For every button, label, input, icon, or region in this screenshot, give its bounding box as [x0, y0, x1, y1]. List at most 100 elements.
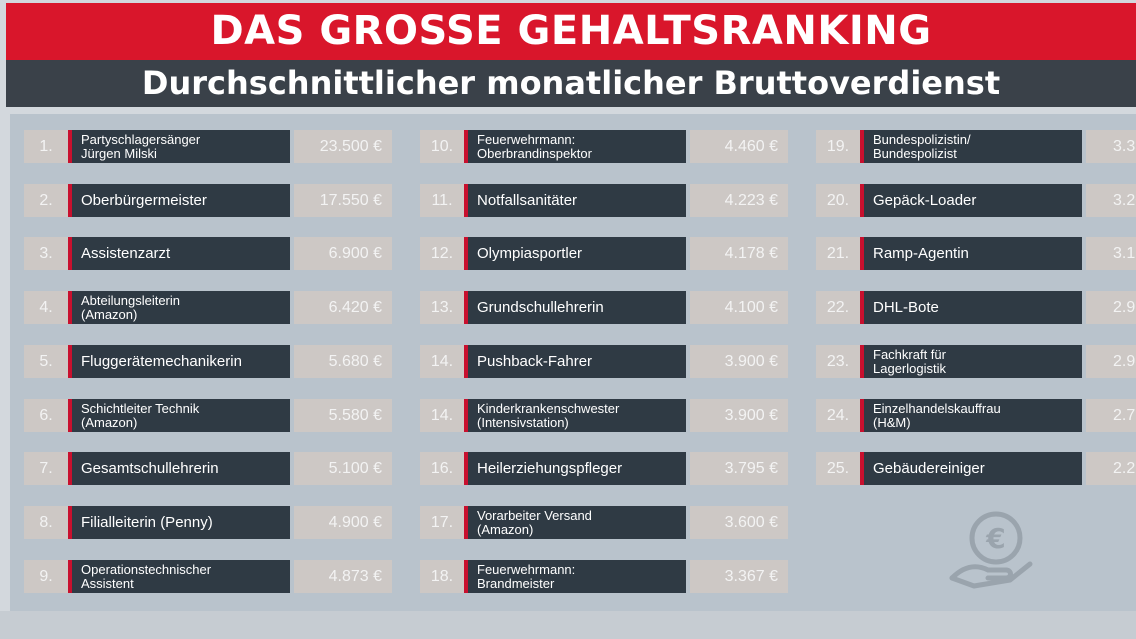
salary-value: 3.367 € [690, 560, 788, 593]
rank-number: 7. [24, 452, 68, 485]
ranking-row: 21. Ramp-Agentin 3.1 [816, 237, 1136, 270]
job-title: Feuerwehrmann: Brandmeister [464, 560, 686, 593]
page-subtitle: Durchschnittlicher monatlicher Bruttover… [6, 60, 1136, 107]
salary-value: 6.420 € [294, 291, 392, 324]
salary-value: 3.900 € [690, 399, 788, 432]
job-title: Grundschullehrerin [464, 291, 686, 324]
rank-number: 19. [816, 130, 860, 163]
rank-number: 18. [420, 560, 464, 593]
rank-number: 14. [420, 345, 464, 378]
rank-number: 17. [420, 506, 464, 539]
ranking-row: 14. Kinderkrankenschwester (Intensivstati… [420, 399, 788, 432]
ranking-row: 12. Olympiasportler 4.178 € [420, 237, 788, 270]
salary-value: 5.580 € [294, 399, 392, 432]
rank-number: 11. [420, 184, 464, 217]
job-title: Pushback-Fahrer [464, 345, 686, 378]
rank-number: 10. [420, 130, 464, 163]
rank-number: 9. [24, 560, 68, 593]
ranking-row: 3. Assistenzarzt 6.900 € [24, 237, 392, 270]
salary-value: 6.900 € [294, 237, 392, 270]
salary-value: 23.500 € [294, 130, 392, 163]
job-title: Assistenzarzt [68, 237, 290, 270]
job-title: Gepäck-Loader [860, 184, 1082, 217]
ranking-row: 13. Grundschullehrerin 4.100 € [420, 291, 788, 324]
job-title: Gebäudereiniger [860, 452, 1082, 485]
salary-value: 17.550 € [294, 184, 392, 217]
job-title: Feuerwehrmann: Oberbrandinspektor [464, 130, 686, 163]
ranking-row: 4. Abteilungsleiterin (Amazon) 6.420 € [24, 291, 392, 324]
ranking-row: 16. Heilerziehungspfleger 3.795 € [420, 452, 788, 485]
ranking-row: 2. Oberbürgermeister 17.550 € [24, 184, 392, 217]
salary-value: 5.100 € [294, 452, 392, 485]
job-title: Einzelhandelskauffrau (H&M) [860, 399, 1082, 432]
salary-value: 3.795 € [690, 452, 788, 485]
ranking-row: 9. Operationstechnischer Assistent 4.873 € [24, 560, 392, 593]
salary-value: 4.460 € [690, 130, 788, 163]
salary-value: 4.223 € [690, 184, 788, 217]
job-title: Filialleiterin (Penny) [68, 506, 290, 539]
salary-value: 5.680 € [294, 345, 392, 378]
job-title: Bundespolizistin/ Bundespolizist [860, 130, 1082, 163]
bottom-strip [0, 611, 1136, 639]
job-title: Heilerziehungspfleger [464, 452, 686, 485]
ranking-row: 14. Pushback-Fahrer 3.900 € [420, 345, 788, 378]
job-title: Olympiasportler [464, 237, 686, 270]
rank-number: 5. [24, 345, 68, 378]
ranking-row: 7. Gesamtschullehrerin 5.100 € [24, 452, 392, 485]
salary-value: 4.100 € [690, 291, 788, 324]
page-title: DAS GROSSE GEHALTSRANKING [6, 3, 1136, 60]
rank-number: 14. [420, 399, 464, 432]
job-title: Ramp-Agentin [860, 237, 1082, 270]
salary-value: 4.178 € [690, 237, 788, 270]
salary-value: 3.20 [1086, 184, 1136, 217]
rank-number: 13. [420, 291, 464, 324]
salary-value: 3.1 [1086, 237, 1136, 270]
job-title: Partyschlagersänger Jürgen Milski [68, 130, 290, 163]
salary-value: 2.7 [1086, 399, 1136, 432]
rank-number: 12. [420, 237, 464, 270]
ranking-row: 17. Vorarbeiter Versand (Amazon) 3.600 € [420, 506, 788, 539]
job-title: Schichtleiter Technik (Amazon) [68, 399, 290, 432]
svg-text:€: € [985, 522, 1005, 555]
rank-number: 4. [24, 291, 68, 324]
job-title: Fachkraft für Lagerlogistik [860, 345, 1082, 378]
job-title: DHL-Bote [860, 291, 1082, 324]
rank-number: 24. [816, 399, 860, 432]
salary-value: 2.98 [1086, 345, 1136, 378]
hand-holding-euro-coin-icon: € [949, 511, 1033, 589]
job-title: Abteilungsleiterin (Amazon) [68, 291, 290, 324]
rank-number: 22. [816, 291, 860, 324]
ranking-row: 6. Schichtleiter Technik (Amazon) 5.580 € [24, 399, 392, 432]
ranking-row: 24. Einzelhandelskauffrau (H&M) 2.7 [816, 399, 1136, 432]
ranking-row: 8. Filialleiterin (Penny) 4.900 € [24, 506, 392, 539]
ranking-row: 10. Feuerwehrmann: Oberbrandinspektor 4.46… [420, 130, 788, 163]
rank-number: 16. [420, 452, 464, 485]
rank-number: 2. [24, 184, 68, 217]
job-title: Operationstechnischer Assistent [68, 560, 290, 593]
rank-number: 21. [816, 237, 860, 270]
salary-value: 3.35 [1086, 130, 1136, 163]
salary-value: 3.600 € [690, 506, 788, 539]
rank-number: 6. [24, 399, 68, 432]
salary-value: 2.2 [1086, 452, 1136, 485]
rank-number: 1. [24, 130, 68, 163]
salary-value: 3.900 € [690, 345, 788, 378]
job-title: Kinderkrankenschwester (Intensivstation) [464, 399, 686, 432]
job-title: Vorarbeiter Versand (Amazon) [464, 506, 686, 539]
salary-value: 4.900 € [294, 506, 392, 539]
salary-value: 4.873 € [294, 560, 392, 593]
rank-number: 25. [816, 452, 860, 485]
job-title: Oberbürgermeister [68, 184, 290, 217]
ranking-row: 18. Feuerwehrmann: Brandmeister 3.367 € [420, 560, 788, 593]
job-title: Gesamtschullehrerin [68, 452, 290, 485]
ranking-row: 5. Fluggerätemechanikerin 5.680 € [24, 345, 392, 378]
ranking-row: 1. Partyschlagersänger Jürgen Milski 23.50… [24, 130, 392, 163]
rank-number: 8. [24, 506, 68, 539]
ranking-row: 25. Gebäudereiniger 2.2 [816, 452, 1136, 485]
rank-number: 3. [24, 237, 68, 270]
ranking-row: 11. Notfallsanitäter 4.223 € [420, 184, 788, 217]
